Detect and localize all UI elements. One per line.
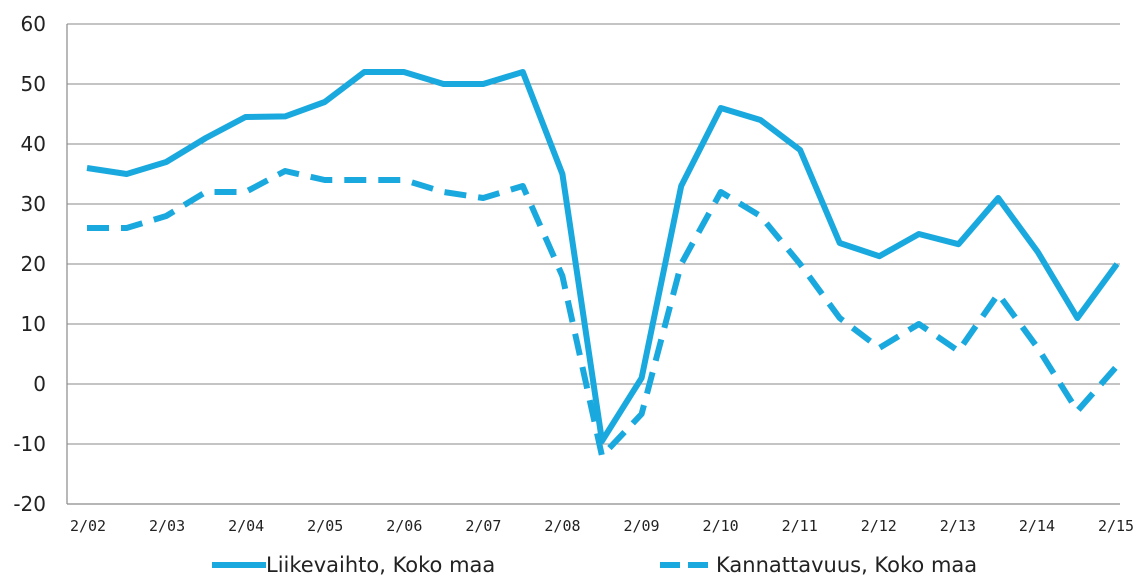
x-tick-label: 2/13	[940, 517, 976, 535]
legend-label: Kannattavuus, Koko maa	[716, 553, 977, 577]
series-line-liikevaihto	[86, 69, 1120, 444]
x-tick-label: 2/14	[1019, 517, 1055, 535]
x-tick-label: 2/15	[1098, 517, 1134, 535]
x-tick-label: 2/11	[782, 517, 818, 535]
x-tick-label: 2/09	[623, 517, 659, 535]
y-tick-label: -20	[13, 492, 46, 516]
y-tick-label: 30	[21, 192, 46, 216]
y-tick-label: 0	[33, 372, 46, 396]
x-tick-label: 2/12	[861, 517, 897, 535]
gridlines	[66, 23, 1120, 505]
legend: Liikevaihto, Koko maa Kannattavuus, Koko …	[212, 553, 977, 577]
x-axis-ticks: 2/02 2/03 2/04 2/05 2/06 2/07 2/08 2/09 2/10 2/11…	[70, 517, 1134, 535]
y-tick-label: 20	[21, 252, 46, 276]
x-tick-label: 2/04	[228, 517, 264, 535]
x-tick-label: 2/03	[149, 517, 185, 535]
y-tick-label: 10	[21, 312, 46, 336]
y-axis-ticks: 60 50 40 30 20 10 0 -10 -20	[13, 12, 46, 516]
x-tick-label: 2/05	[307, 517, 343, 535]
series-line-kannattavuus	[87, 168, 1120, 459]
x-tick-label: 2/07	[465, 517, 501, 535]
y-tick-label: -10	[13, 432, 46, 456]
y-tick-label: 50	[21, 72, 46, 96]
x-tick-label: 2/10	[703, 517, 739, 535]
x-tick-label: 2/02	[70, 517, 106, 535]
series-lines	[86, 69, 1120, 459]
x-tick-label: 2/06	[386, 517, 422, 535]
legend-label: Liikevaihto, Koko maa	[266, 553, 495, 577]
y-tick-label: 60	[21, 12, 46, 36]
x-tick-label: 2/08	[544, 517, 580, 535]
y-tick-label: 40	[21, 132, 46, 156]
